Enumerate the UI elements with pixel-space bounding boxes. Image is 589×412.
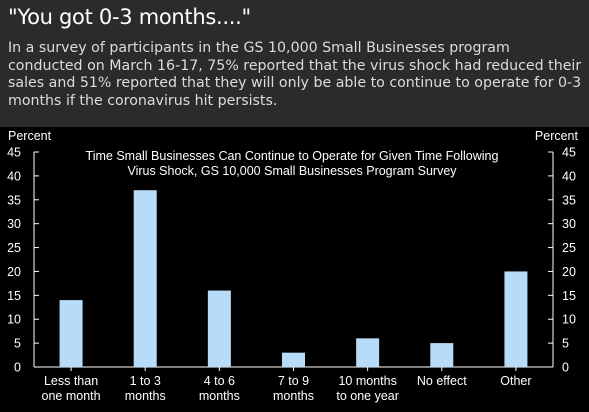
x-tick-label: months — [125, 389, 166, 403]
y-tick-label-right: 20 — [562, 265, 576, 279]
y-tick-label-right: 35 — [562, 193, 576, 207]
x-tick-label: Less than — [44, 374, 98, 388]
y-tick-label-left: 45 — [7, 146, 21, 160]
y-tick-label-right: 0 — [562, 361, 569, 375]
chart-title-line: Virus Shock, GS 10,000 Small Businesses … — [127, 164, 457, 178]
y-tick-label-right: 45 — [562, 146, 576, 160]
x-tick-label: 4 to 6 — [204, 374, 235, 388]
x-tick-label: months — [199, 389, 240, 403]
bar — [430, 343, 454, 367]
y-tick-label-left: 10 — [7, 313, 21, 327]
bar — [282, 352, 305, 367]
y-tick-label-right: 40 — [562, 169, 576, 183]
x-tick-label: to one year — [336, 389, 399, 403]
y-tick-label-left: 25 — [7, 241, 21, 255]
x-tick-label: months — [273, 389, 314, 403]
x-tick-label: No effect — [417, 374, 467, 388]
bar — [504, 271, 528, 367]
x-tick-label: Other — [500, 374, 531, 388]
y-tick-label-right: 5 — [562, 337, 569, 351]
y-tick-label-right: 30 — [562, 217, 576, 231]
y-tick-label-right: 10 — [562, 313, 576, 327]
summary-paragraph: In a survey of participants in the GS 10… — [8, 40, 582, 109]
y-tick-label-left: 40 — [7, 169, 21, 183]
x-tick-label: one month — [42, 389, 101, 403]
y-tick-label-left: 20 — [7, 265, 21, 279]
y-tick-label-left: 35 — [7, 193, 21, 207]
bar — [207, 290, 231, 367]
x-tick-label: 1 to 3 — [130, 374, 161, 388]
y-tick-label-left: 30 — [7, 217, 21, 231]
y-axis-label-right: Percent — [535, 129, 579, 143]
y-tick-label-left: 5 — [14, 337, 21, 351]
bar — [133, 190, 157, 367]
y-tick-label-right: 15 — [562, 289, 576, 303]
bar — [59, 300, 83, 367]
chart-panel: 0 0 5 5 10 10 15 15 20 20 25 25 30 30 35 35 40 40 45 45 Perc… — [0, 127, 589, 412]
x-tick-label: 10 months — [338, 374, 396, 388]
y-tick-label-left: 15 — [7, 289, 21, 303]
y-axis-label-left: Percent — [8, 129, 52, 143]
bar-chart: 0 0 5 5 10 10 15 15 20 20 25 25 30 30 35 35 40 40 45 45 Perc… — [7, 129, 579, 403]
y-tick-label-right: 25 — [562, 241, 576, 255]
y-tick-label-left: 0 — [14, 361, 21, 375]
headline: "You got 0-3 months...." — [8, 5, 251, 29]
x-tick-label: 7 to 9 — [278, 374, 309, 388]
chart-title-line: Time Small Businesses Can Continue to Op… — [86, 149, 499, 163]
bar — [356, 338, 380, 367]
